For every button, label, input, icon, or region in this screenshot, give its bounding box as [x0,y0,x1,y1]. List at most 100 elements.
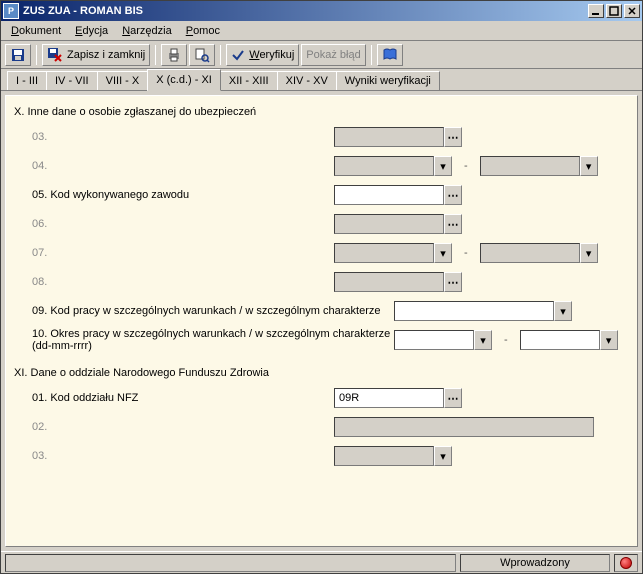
input-x-08 [334,272,444,292]
toolbar-separator [155,45,156,65]
combo-x-10a[interactable] [394,330,474,350]
menu-edycja-label: dycja [83,25,109,37]
row-x-03: 03. ⋯ [14,124,629,150]
show-error-label: Pokaż błąd [306,49,360,61]
tab-4-7[interactable]: IV - VII [46,71,98,90]
input-x-05[interactable] [334,185,444,205]
combo-xi-03 [334,446,434,466]
row-x-06: 06. ⋯ [14,211,629,237]
combo-btn-x-10b[interactable]: ▾ [600,330,618,350]
combo-btn-x-04b[interactable]: ▾ [580,156,598,176]
toolbar: Zapisz i zamknij Weryfikuj Pokaż błąd [1,41,642,69]
tab-strip: I - III IV - VII VIII - X X (c.d.) - XI … [1,69,642,91]
row-x-04: 04. ▾ - ▾ [14,153,629,179]
input-xi-02 [334,417,594,437]
maximize-button[interactable] [606,4,622,18]
menu-dokument[interactable]: Dokument [5,23,67,39]
tab-8-10[interactable]: VIII - X [97,71,149,90]
print-preview-icon [194,47,210,63]
save-and-close-label: Zapisz i zamknij [67,49,145,61]
input-x-06 [334,214,444,234]
combo-btn-x-04a[interactable]: ▾ [434,156,452,176]
print-preview-button[interactable] [189,44,215,66]
tab-12-13[interactable]: XII - XIII [220,71,278,90]
close-button[interactable] [624,4,640,18]
verify-label: eryfikuj [259,49,294,61]
menu-dokument-label: okument [19,25,61,37]
dash: - [504,334,508,346]
verify-button[interactable]: Weryfikuj [226,44,299,66]
titlebar: P ZUS ZUA - ROMAN BIS [1,1,642,21]
label-x-07: 07. [14,247,334,259]
combo-x-04a [334,156,434,176]
status-text: Wprowadzony [460,554,610,572]
combo-btn-x-07b[interactable]: ▾ [580,243,598,263]
section-x-title: X. Inne dane o osobie zgłaszanej do ubez… [14,106,629,118]
lookup-xi-01[interactable]: ⋯ [444,388,462,408]
help-button[interactable] [377,44,403,66]
combo-x-07a [334,243,434,263]
print-button[interactable] [161,44,187,66]
menu-pomoc[interactable]: Pomoc [180,23,226,39]
tab-1-3[interactable]: I - III [7,71,47,90]
status-indicator [614,554,638,572]
lookup-x-06[interactable]: ⋯ [444,214,462,234]
toolbar-separator [220,45,221,65]
status-cell-left [5,554,456,572]
row-xi-01: 01. Kod oddziału NFZ ⋯ [14,385,629,411]
label-x-08: 08. [14,276,334,288]
input-x-03 [334,127,444,147]
label-xi-01: 01. Kod oddziału NFZ [14,392,334,404]
minimize-button[interactable] [588,4,604,18]
save-button[interactable] [5,44,31,66]
dash: - [464,247,468,259]
menubar: Dokument Edycja Narzędzia Pomoc [1,21,642,41]
window-title: ZUS ZUA - ROMAN BIS [23,5,588,17]
lookup-x-08[interactable]: ⋯ [444,272,462,292]
row-x-10: 10. Okres pracy w szczególnych warunkach… [14,327,629,353]
print-icon [166,47,182,63]
show-error-button: Pokaż błąd [301,44,365,66]
save-icon [10,47,26,63]
section-xi-title: XI. Dane o oddziale Narodowego Funduszu … [14,367,629,379]
save-and-close-button[interactable]: Zapisz i zamknij [42,44,150,66]
row-xi-03: 03. ▾ [14,443,629,469]
combo-btn-x-10a[interactable]: ▾ [474,330,492,350]
combo-x-10b[interactable] [520,330,600,350]
form-panel: X. Inne dane o osobie zgłaszanej do ubez… [5,95,638,547]
menu-edycja[interactable]: Edycja [69,23,114,39]
menu-pomoc-label: omoc [193,25,220,37]
label-x-10: 10. Okres pracy w szczególnych warunkach… [14,328,394,352]
label-xi-03: 03. [14,450,334,462]
row-x-07: 07. ▾ - ▾ [14,240,629,266]
save-close-icon [47,47,63,63]
book-icon [382,47,398,63]
combo-btn-xi-03[interactable]: ▾ [434,446,452,466]
combo-x-09[interactable] [394,301,554,321]
app-icon: P [3,3,19,19]
lookup-x-03[interactable]: ⋯ [444,127,462,147]
window: P ZUS ZUA - ROMAN BIS Dokument Edycja Na… [0,0,643,574]
combo-btn-x-09[interactable]: ▾ [554,301,572,321]
row-xi-02: 02. [14,414,629,440]
label-x-05: 05. Kod wykonywanego zawodu [14,189,334,201]
toolbar-separator [371,45,372,65]
input-xi-01[interactable] [334,388,444,408]
lookup-x-05[interactable]: ⋯ [444,185,462,205]
row-x-09: 09. Kod pracy w szczególnych warunkach /… [14,298,629,324]
dash: - [464,160,468,172]
label-x-03: 03. [14,131,334,143]
menu-narzedzia[interactable]: Narzędzia [116,23,178,39]
tab-10cd-11[interactable]: X (c.d.) - XI [147,69,221,91]
record-icon [620,557,632,569]
tab-14-15[interactable]: XIV - XV [277,71,337,90]
row-x-05: 05. Kod wykonywanego zawodu ⋯ [14,182,629,208]
window-buttons [588,4,640,18]
tab-results[interactable]: Wyniki weryfikacji [336,71,440,90]
label-x-04: 04. [14,160,334,172]
combo-x-04b [480,156,580,176]
label-x-06: 06. [14,218,334,230]
toolbar-separator [36,45,37,65]
combo-btn-x-07a[interactable]: ▾ [434,243,452,263]
menu-narzedzia-label: arzędzia [130,25,172,37]
